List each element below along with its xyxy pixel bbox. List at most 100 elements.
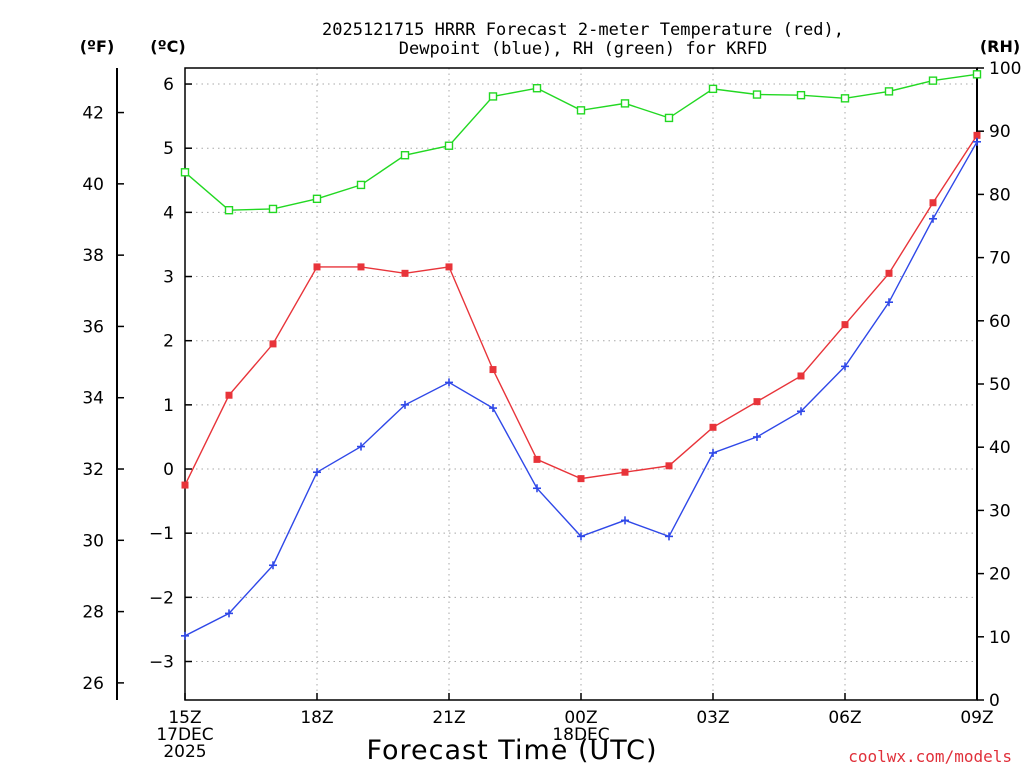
rh-tick-label: 50 [989, 375, 1011, 395]
temperature-point [621, 468, 629, 476]
rh-point [444, 141, 454, 150]
axes-ticks: −3−2−10123456262830323436384042010203040… [82, 59, 1021, 762]
dewpoint-point [269, 561, 277, 570]
dewpoint-point [665, 532, 673, 541]
temperature-point [489, 366, 497, 374]
rh-point [488, 92, 498, 101]
temperature-point [357, 263, 365, 271]
fahrenheit-tick-label: 34 [82, 389, 104, 409]
rh-tick-label: 0 [989, 691, 1000, 711]
celsius-tick-label: 2 [163, 332, 174, 352]
rh-tick-label: 80 [989, 185, 1011, 205]
rh-tick-label: 20 [989, 565, 1011, 585]
temperature-point [225, 391, 233, 399]
rh-point [180, 168, 190, 177]
fahrenheit-tick-label: 40 [82, 175, 104, 195]
x-tick-label: 21Z [432, 708, 465, 728]
fahrenheit-tick-label: 28 [82, 603, 104, 623]
x-tick-label: 06Z [828, 708, 861, 728]
fahrenheit-tick-label: 30 [82, 531, 104, 551]
temperature-point [665, 462, 673, 470]
series [180, 70, 982, 640]
celsius-tick-label: 3 [163, 268, 174, 288]
celsius-tick-label: −1 [149, 524, 174, 544]
dewpoint-point [973, 137, 981, 146]
rh-axis-unit: (RH) [980, 37, 1020, 56]
x-tick-label: 03Z [696, 708, 729, 728]
temperature-point [929, 199, 937, 207]
rh-point [796, 90, 806, 100]
celsius-axis-unit: (ºC) [150, 37, 185, 56]
dewpoint-point [533, 484, 541, 493]
temperature-point [885, 269, 893, 277]
rh-point [752, 90, 762, 99]
temperature-point [577, 475, 585, 483]
celsius-tick-label: 0 [163, 460, 174, 480]
temperature-point [973, 131, 981, 139]
x-tick-label: 2025 [163, 742, 206, 762]
temperature-point [709, 423, 717, 431]
rh-point [400, 151, 410, 160]
temperature-point [401, 269, 409, 277]
dewpoint-point [841, 362, 849, 371]
temperature-point [797, 372, 805, 380]
rh-tick-label: 70 [989, 249, 1011, 269]
dewpoint-point [225, 609, 233, 618]
rh-point [576, 106, 586, 115]
temperature-point [841, 321, 849, 329]
celsius-tick-label: 6 [163, 75, 174, 95]
dewpoint-point [885, 298, 893, 307]
x-tick-label: 17DEC [156, 725, 213, 745]
temperature-point [445, 263, 453, 271]
rh-tick-label: 90 [989, 122, 1011, 142]
rh-point [928, 76, 938, 85]
rh-point [664, 113, 674, 123]
rh-point [224, 205, 234, 215]
credit-text: coolwx.com/models [848, 747, 1012, 766]
dewpoint-point [489, 404, 497, 413]
dewpoint-point [577, 532, 585, 541]
fahrenheit-tick-label: 32 [82, 460, 104, 480]
rh-tick-label: 40 [989, 438, 1011, 458]
x-tick-label: 18DEC [552, 725, 609, 745]
celsius-tick-label: 5 [163, 139, 174, 159]
x-tick-label: 09Z [960, 708, 993, 728]
temperature-point [533, 455, 541, 463]
fahrenheit-axis-unit: (ºF) [80, 37, 115, 56]
x-tick-label: 18Z [300, 708, 333, 728]
temperature-point [181, 481, 189, 489]
rh-tick-label: 60 [989, 312, 1011, 332]
celsius-tick-label: 1 [163, 396, 174, 416]
dewpoint-point [313, 468, 321, 477]
celsius-tick-label: 4 [163, 203, 174, 223]
celsius-tick-label: −2 [149, 588, 174, 608]
rh-point [972, 70, 982, 79]
celsius-tick-label: −3 [149, 653, 174, 673]
dewpoint-point [709, 448, 717, 457]
dewpoint-point [929, 214, 937, 223]
fahrenheit-tick-label: 38 [82, 246, 104, 266]
dewpoint-point [621, 516, 629, 525]
dewpoint-point [797, 407, 805, 416]
rh-point [884, 87, 894, 96]
temperature-point [269, 340, 277, 348]
rh-point [532, 84, 542, 93]
fahrenheit-tick-label: 36 [82, 317, 104, 337]
dewpoint-point [753, 432, 761, 441]
dewpoint-point [357, 442, 365, 451]
fahrenheit-tick-label: 42 [82, 104, 104, 124]
temperature-point [753, 398, 761, 406]
rh-point [840, 94, 850, 103]
chart-title-line-2: Dewpoint (blue), RH (green) for KRFD [399, 39, 767, 59]
dewpoint-point [401, 400, 409, 409]
rh-point [312, 194, 322, 204]
dewpoint-point [445, 378, 453, 387]
x-tick-label: 00Z [564, 708, 597, 728]
x-tick-label: 15Z [168, 708, 201, 728]
rh-point [268, 204, 278, 214]
rh-tick-label: 100 [989, 59, 1021, 79]
chart-title-line-1: 2025121715 HRRR Forecast 2-meter Tempera… [322, 20, 844, 40]
dewpoint-point [181, 631, 189, 640]
